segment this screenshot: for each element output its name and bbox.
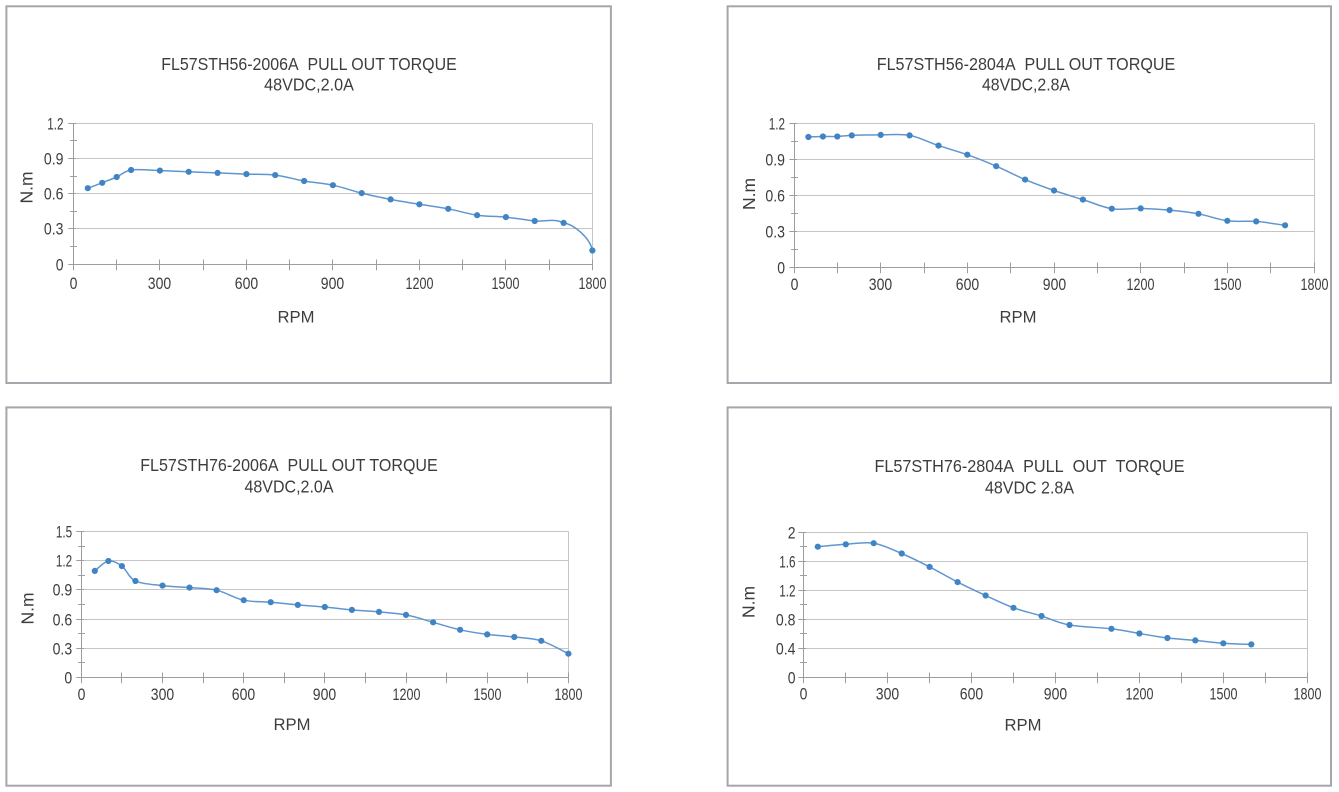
svg-text:900: 900 (313, 685, 336, 704)
svg-text:FL57STH56-2006A PULL OUT TORQ: FL57STH56-2006A PULL OUT TORQUE (161, 54, 457, 74)
svg-text:0.9: 0.9 (53, 581, 73, 600)
svg-text:0: 0 (56, 256, 64, 275)
svg-text:RPM: RPM (278, 307, 315, 326)
svg-text:FL57STH76-2804A PULL OUT TO: FL57STH76-2804A PULL OUT TORQUE (875, 456, 1185, 476)
svg-text:1500: 1500 (1214, 275, 1242, 294)
svg-text:1200: 1200 (406, 274, 434, 293)
svg-text:300: 300 (151, 685, 174, 704)
svg-text:0.6: 0.6 (44, 185, 64, 204)
svg-text:1800: 1800 (1294, 685, 1322, 704)
svg-text:1500: 1500 (1210, 685, 1238, 704)
svg-text:900: 900 (1043, 275, 1066, 294)
svg-text:1.2: 1.2 (769, 115, 785, 134)
svg-text:900: 900 (321, 274, 344, 293)
svg-text:600: 600 (235, 274, 258, 293)
svg-text:0.8: 0.8 (776, 611, 796, 630)
svg-text:0: 0 (791, 275, 799, 294)
svg-text:FL57STH56-2804A PULL OUT TORQ: FL57STH56-2804A PULL OUT TORQUE (877, 54, 1176, 74)
svg-text:1500: 1500 (474, 685, 502, 704)
svg-text:N.m: N.m (17, 171, 37, 203)
svg-text:RPM: RPM (1005, 716, 1042, 735)
svg-text:48VDC,2.0A: 48VDC,2.0A (245, 477, 334, 497)
svg-text:0.6: 0.6 (53, 611, 73, 630)
svg-text:1800: 1800 (579, 274, 607, 293)
svg-text:0: 0 (788, 669, 796, 688)
svg-text:1800: 1800 (1301, 275, 1329, 294)
svg-text:1.2: 1.2 (779, 582, 795, 601)
svg-text:N.m: N.m (739, 586, 759, 618)
svg-text:0.3: 0.3 (53, 640, 73, 659)
svg-text:0: 0 (70, 274, 78, 293)
svg-text:1800: 1800 (555, 685, 583, 704)
svg-text:300: 300 (869, 275, 892, 294)
svg-text:0: 0 (777, 259, 785, 278)
svg-text:FL57STH76-2006A PULL OUT TORQ: FL57STH76-2006A PULL OUT TORQUE (140, 455, 438, 475)
svg-text:600: 600 (960, 685, 983, 704)
svg-text:RPM: RPM (274, 715, 311, 734)
svg-text:0.3: 0.3 (765, 223, 785, 242)
svg-text:0.6: 0.6 (765, 187, 785, 206)
svg-text:1.2: 1.2 (56, 552, 72, 571)
svg-text:N.m: N.m (739, 178, 759, 210)
svg-text:0: 0 (78, 685, 86, 704)
svg-text:0.4: 0.4 (776, 640, 796, 659)
svg-text:900: 900 (1044, 685, 1067, 704)
svg-text:300: 300 (876, 685, 899, 704)
svg-text:1.5: 1.5 (56, 523, 72, 542)
svg-text:N.m: N.m (18, 592, 38, 624)
svg-text:0: 0 (800, 685, 808, 704)
svg-text:2: 2 (788, 524, 796, 543)
svg-text:RPM: RPM (1000, 308, 1037, 327)
svg-text:1200: 1200 (1126, 685, 1154, 704)
svg-text:0: 0 (64, 669, 72, 688)
svg-text:1200: 1200 (393, 685, 421, 704)
svg-text:600: 600 (956, 275, 979, 294)
svg-text:48VDC,2.0A: 48VDC,2.0A (264, 74, 354, 94)
svg-text:48VDC,2.8A: 48VDC,2.8A (982, 74, 1070, 94)
svg-text:0.3: 0.3 (44, 220, 64, 239)
svg-text:600: 600 (232, 685, 255, 704)
svg-text:1.2: 1.2 (47, 115, 63, 134)
svg-text:1.6: 1.6 (779, 553, 795, 572)
svg-text:48VDC 2.8A: 48VDC 2.8A (985, 478, 1074, 498)
svg-text:0.9: 0.9 (44, 150, 64, 169)
svg-text:1500: 1500 (492, 274, 520, 293)
svg-text:0.9: 0.9 (765, 151, 785, 170)
svg-text:1200: 1200 (1127, 275, 1155, 294)
svg-text:300: 300 (148, 274, 171, 293)
